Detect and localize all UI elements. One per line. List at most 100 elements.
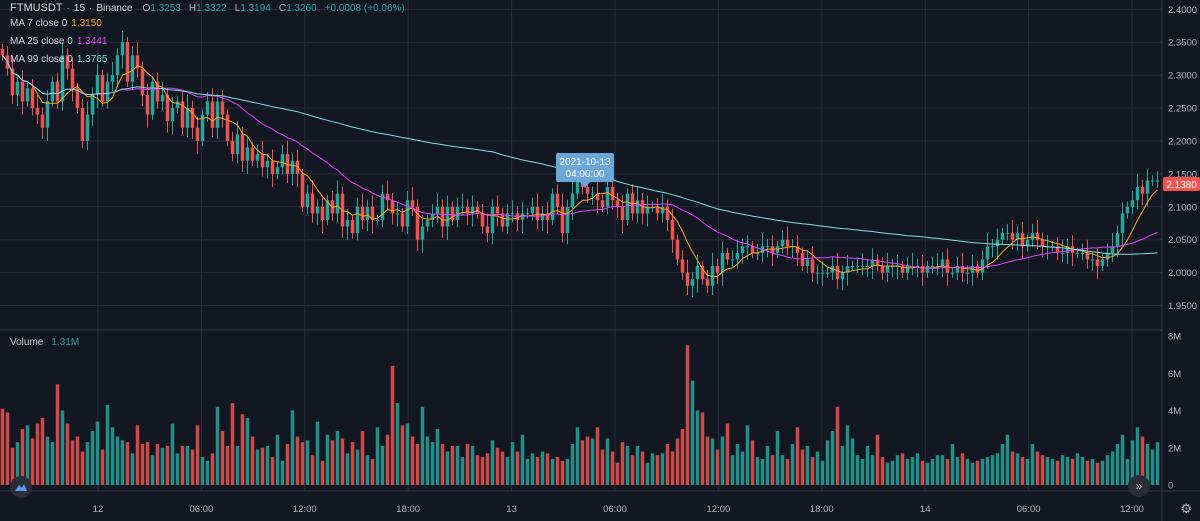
volume-bar [755,457,760,485]
interval[interactable]: 15 [73,3,86,14]
volume-bar [585,436,590,485]
candle-body [405,200,410,227]
volume-bar [1070,458,1075,485]
volume-bar [1085,460,1090,485]
candle-body [540,213,545,220]
volume-bar [160,447,165,485]
volume-bar [95,421,100,485]
candle-body [1060,252,1065,254]
candle-body [20,81,25,102]
volume-bar [945,458,950,485]
candle-body [675,239,680,260]
volume-bar [230,403,235,485]
candle-body [835,266,840,280]
candle-body [525,213,530,215]
volume-bar [1100,460,1105,485]
volume-bar [350,442,355,485]
candle-body [110,75,115,82]
volume-bar [615,462,620,485]
time-tick-label: 12:00 [707,504,731,515]
volume-bar [470,445,475,485]
volume-bar [865,445,870,485]
candle-body [245,147,250,161]
candle-body [845,266,850,273]
candle-body [735,252,740,260]
candle-body [335,193,340,214]
volume-bar [750,440,755,485]
volume-bar [995,453,1000,485]
time-axis[interactable]: 12 06:00 12:00 18:00 13 06:00 12:00 18:00 14 06:0… [93,504,1144,515]
volume-bar [825,440,830,485]
volume-bar [445,451,450,485]
double-chevron-right-icon[interactable]: » [1128,475,1150,497]
volume-bar [505,457,510,485]
candle-body [150,81,155,115]
price-axis[interactable]: 2.4000 2.3500 2.3000 2.2500 2.2000 2.1500 2.10… [1168,5,1197,312]
candle-body [765,246,770,248]
volume-bar [635,445,640,485]
volume-bar [530,453,535,485]
candle-body [460,206,465,208]
volume-bar [105,404,110,485]
candle-body [585,187,590,194]
candle-body [685,272,690,286]
volume-bar [870,455,875,485]
candle-body [875,259,880,267]
candle-body [810,259,815,273]
volume-bar [180,445,185,485]
volume-bar [380,445,385,485]
volume-bar [810,457,815,485]
volume-bar [280,460,285,485]
candle-body [645,206,650,214]
candle-body [1080,252,1085,254]
candle-body [1015,233,1020,240]
volume-bar [1125,458,1130,485]
candle-body [85,114,90,141]
volume-bar [265,445,270,485]
candle-body [175,101,180,109]
candle-body [1105,252,1110,260]
ohlc-open: O1.3253 [142,3,181,14]
candle-body [890,266,895,268]
volume-bar [50,442,55,485]
tradingview-logo-icon[interactable] [10,476,32,498]
candle-body [610,187,615,201]
volume-legend[interactable]: Volume 1.31M [10,337,80,348]
candle-body [730,259,735,261]
candle-body [230,140,235,155]
ma7-legend[interactable]: MA 7 close 0 1.3150 [10,18,102,29]
candle-body [605,187,610,207]
ma99-legend[interactable]: MA 99 close 0 1.3765 [10,54,108,65]
volume-bar [345,453,350,485]
volume-axis[interactable]: 8M 6M 4M 2M 0 [1168,332,1181,492]
symbol-name[interactable]: FTMUSDT [10,2,63,14]
candle-body [1100,259,1105,267]
volume-bar [245,417,250,485]
candle-body [50,81,55,102]
candle-body [1010,233,1015,240]
volume-bar [70,440,75,485]
price-tick-label: 2.3500 [1168,38,1197,49]
candle-body [120,42,125,56]
volume-bar [90,430,95,485]
time-tick-label: 14 [920,504,931,515]
ohlc-close: C1.3260 [278,3,317,14]
candle-body [855,266,860,268]
volume-bar [285,444,290,485]
candle-body [695,266,700,280]
volume-bar [595,427,600,485]
volume-bar [1130,440,1135,485]
ma25-legend[interactable]: MA 25 close 0 1.3441 [10,36,108,47]
candle-body [300,173,305,207]
gear-icon[interactable]: ⚙ [1180,501,1192,516]
exchange: Binance [96,3,133,14]
volume-bar [590,438,595,485]
volume-bar [680,429,685,485]
separator: · [89,3,93,14]
volume-bar [305,440,310,485]
candle-body [310,193,315,214]
volume-bar [510,442,515,485]
ma7-value: 1.3150 [71,18,102,29]
candle-body [985,246,990,260]
